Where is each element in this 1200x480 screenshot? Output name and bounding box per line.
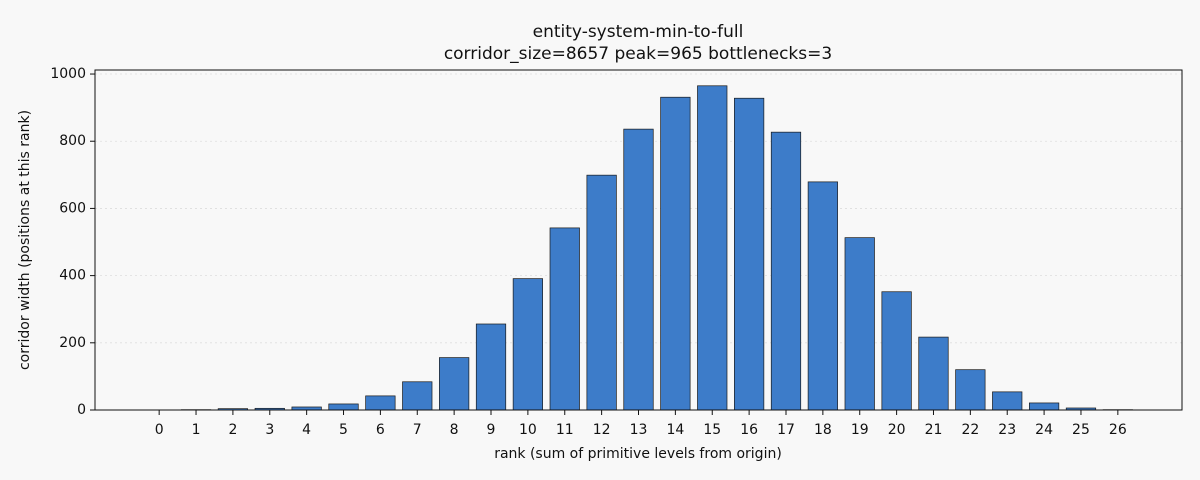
bar bbox=[992, 391, 1023, 411]
bar bbox=[402, 381, 433, 411]
y-tick-label: 0 bbox=[77, 402, 86, 418]
x-tick-label: 4 bbox=[302, 422, 311, 438]
x-tick-label: 18 bbox=[814, 422, 832, 438]
bar bbox=[549, 227, 580, 411]
x-tick-label: 21 bbox=[925, 422, 943, 438]
y-tick-label: 200 bbox=[59, 335, 86, 351]
x-tick-label: 17 bbox=[777, 422, 795, 438]
bar bbox=[475, 323, 507, 411]
bar bbox=[844, 237, 875, 411]
chart-title: entity-system-min-to-full bbox=[533, 22, 744, 42]
y-tick-label: 600 bbox=[59, 200, 86, 216]
bar bbox=[365, 395, 396, 411]
bar bbox=[881, 291, 912, 411]
x-tick-label: 8 bbox=[450, 422, 459, 438]
x-axis-label: rank (sum of primitive levels from origi… bbox=[494, 446, 782, 462]
x-tick-label: 6 bbox=[376, 422, 385, 438]
x-tick-label: 3 bbox=[265, 422, 274, 438]
x-tick-label: 9 bbox=[487, 422, 496, 438]
bar bbox=[807, 181, 838, 411]
bar bbox=[512, 278, 543, 411]
x-tick-label: 14 bbox=[666, 422, 684, 438]
x-tick-label: 23 bbox=[998, 422, 1016, 438]
bar bbox=[328, 403, 359, 411]
bar bbox=[1028, 402, 1060, 411]
bar bbox=[918, 336, 949, 411]
x-tick-label: 24 bbox=[1035, 422, 1053, 438]
x-tick-label: 0 bbox=[155, 422, 164, 438]
x-tick-label: 19 bbox=[851, 422, 869, 438]
y-tick-label: 1000 bbox=[50, 66, 86, 82]
y-tick-label: 800 bbox=[59, 133, 86, 149]
bar bbox=[439, 357, 470, 411]
x-tick-label: 22 bbox=[961, 422, 979, 438]
x-tick-label: 7 bbox=[413, 422, 422, 438]
x-tick-label: 16 bbox=[740, 422, 758, 438]
bar bbox=[770, 131, 802, 411]
bar bbox=[586, 174, 617, 411]
bar bbox=[623, 128, 654, 411]
bar bbox=[955, 369, 986, 411]
x-tick-label: 15 bbox=[703, 422, 721, 438]
x-tick-label: 25 bbox=[1072, 422, 1090, 438]
bar bbox=[697, 85, 728, 411]
y-tick-label: 400 bbox=[59, 268, 86, 284]
x-tick-label: 10 bbox=[519, 422, 537, 438]
bar bbox=[660, 96, 691, 411]
plot-frame bbox=[94, 69, 1183, 411]
chart-subtitle: corridor_size=8657 peak=965 bottlenecks=… bbox=[444, 44, 832, 64]
x-tick-label: 26 bbox=[1109, 422, 1127, 438]
x-tick-label: 11 bbox=[556, 422, 574, 438]
bar bbox=[734, 97, 765, 411]
x-tick-label: 12 bbox=[593, 422, 611, 438]
x-tick-label: 5 bbox=[339, 422, 348, 438]
x-tick-label: 20 bbox=[888, 422, 906, 438]
y-axis-label: corridor width (positions at this rank) bbox=[17, 110, 33, 370]
x-tick-label: 1 bbox=[192, 422, 201, 438]
x-tick-label: 13 bbox=[630, 422, 648, 438]
x-tick-label: 2 bbox=[228, 422, 237, 438]
